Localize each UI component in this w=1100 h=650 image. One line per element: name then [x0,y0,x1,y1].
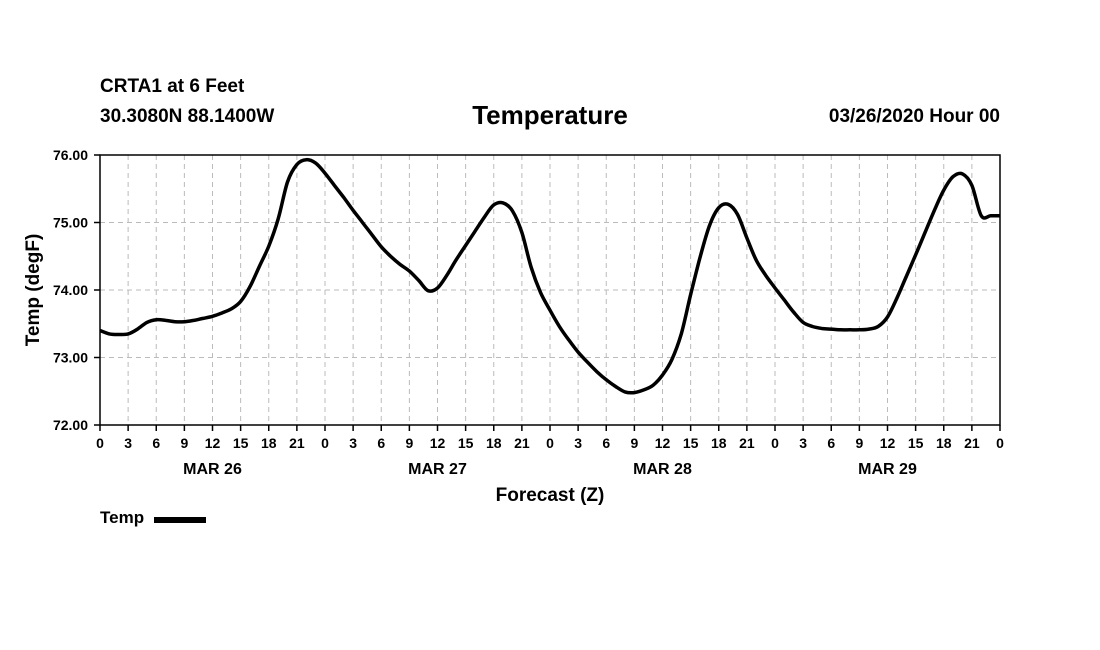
x-tick-label: 0 [771,435,779,451]
x-tick-label: 21 [964,435,980,451]
x-tick-label: 9 [180,435,188,451]
forecast-datetime: 03/26/2020 Hour 00 [828,106,1000,127]
chart-title: Temperature [472,100,628,130]
day-label: MAR 27 [408,461,467,478]
x-tick-label: 15 [683,435,699,451]
series [99,157,1000,395]
coordinates-label: 30.3080N 88.1400W [100,106,275,127]
x-tick-label: 6 [377,435,385,451]
day-labels: MAR 26 MAR 27 MAR 28 MAR 29 [183,461,917,478]
legend-label: Temp [100,508,145,527]
y-tick-label: 76.00 [53,147,88,163]
x-tick-label: 3 [799,435,807,451]
x-tick-label: 15 [908,435,924,451]
x-tick-label: 3 [574,435,582,451]
x-tick-label: 0 [546,435,554,451]
x-tick-label: 21 [739,435,755,451]
x-tick-label: 9 [855,435,863,451]
x-tick-label: 18 [936,435,952,451]
grid [100,155,1000,425]
day-label: MAR 29 [858,461,917,478]
x-tick-label: 0 [96,435,104,451]
x-tick-label: 15 [233,435,249,451]
day-label: MAR 26 [183,461,242,478]
y-tick-label: 73.00 [53,350,88,366]
x-tick-label: 15 [458,435,474,451]
x-tick-label: 6 [827,435,835,451]
x-tick-label: 9 [630,435,638,451]
x-tick-label: 18 [486,435,502,451]
y-axis-title: Temp (degF) [23,234,44,347]
y-axis: 72.00 73.00 74.00 75.00 76.00 [53,147,100,433]
station-label: CRTA1 at 6 Feet [100,76,245,97]
y-tick-label: 72.00 [53,417,88,433]
y-tick-label: 74.00 [53,282,88,298]
x-tick-label: 12 [205,435,221,451]
day-label: MAR 28 [633,461,692,478]
x-axis-title: Forecast (Z) [496,485,605,506]
x-tick-label: 3 [124,435,132,451]
x-tick-label: 6 [152,435,160,451]
y-tick-label: 75.00 [53,215,88,231]
x-tick-label: 18 [711,435,727,451]
x-tick-label: 12 [880,435,896,451]
legend-swatch [154,516,207,523]
x-tick-label: 0 [996,435,1004,451]
x-tick-label: 21 [289,435,305,451]
x-axis: 0 3 6 9 12 15 18 21 0 3 6 9 12 15 18 21 0 3 6 9 12 15 18 21 0 3 6 9… [96,425,1004,451]
x-tick-label: 18 [261,435,277,451]
x-tick-label: 9 [405,435,413,451]
x-tick-label: 3 [349,435,357,451]
x-tick-label: 21 [514,435,530,451]
series-line-temp [99,157,1000,395]
legend: Temp [100,508,207,528]
x-tick-label: 0 [321,435,329,451]
x-tick-label: 12 [430,435,446,451]
x-tick-label: 12 [655,435,671,451]
x-tick-label: 6 [602,435,610,451]
